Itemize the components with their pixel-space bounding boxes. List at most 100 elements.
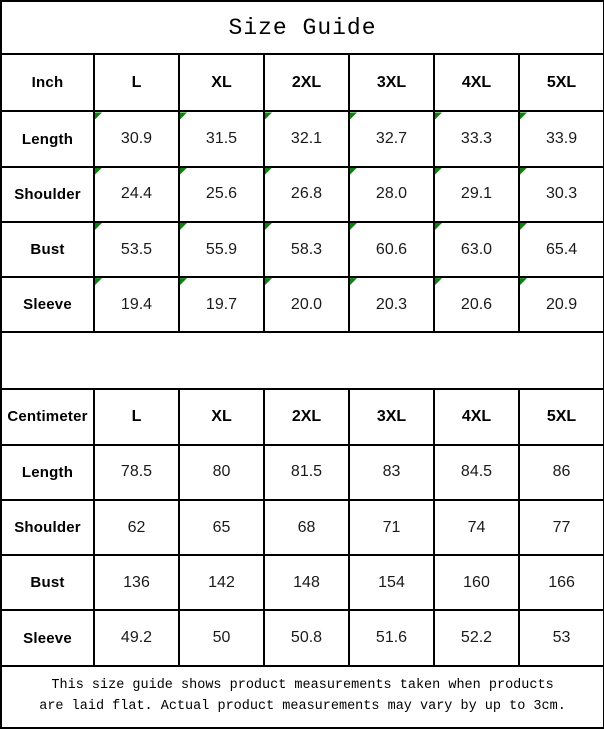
cell-value: 78.5 [120, 463, 153, 481]
row-label-shoulder: Shoulder [0, 498, 95, 557]
table-cell: 166 [517, 554, 604, 612]
table-row: Sleeve 19.4 19.7 20.0 20.3 20.6 20.9 [0, 276, 604, 334]
table-cell: 53 [517, 609, 604, 667]
cell-value: 33.3 [460, 130, 493, 148]
footer-note-line: are laid flat. Actual product measuremen… [39, 698, 566, 714]
row-label-sleeve: Sleeve [0, 276, 95, 334]
footer-note-line: This size guide shows product measuremen… [51, 677, 554, 693]
cell-value: 74 [467, 518, 486, 536]
size-header-5xl: 5XL [517, 387, 604, 446]
error-triangle-icon [96, 223, 102, 230]
table-cell: 20.9 [517, 276, 604, 334]
table-cell: 58.3 [263, 220, 350, 279]
size-header-3xl: 3XL [348, 387, 435, 446]
table-cell: 52.2 [433, 609, 520, 667]
unit-header-inch: Inch [0, 53, 95, 113]
cell-value: 77 [552, 518, 571, 536]
cell-value: 65.4 [545, 240, 578, 258]
page-title: Size Guide [0, 0, 604, 56]
error-triangle-icon [181, 113, 187, 120]
table-cell: 29.1 [433, 165, 520, 223]
error-triangle-icon [181, 168, 187, 175]
cell-value: 53 [552, 629, 571, 647]
table-cell: 136 [93, 554, 180, 612]
cell-value: 58.3 [290, 240, 323, 258]
error-triangle-icon [96, 113, 102, 120]
cell-value: 166 [548, 573, 575, 591]
cell-value: 25.6 [205, 185, 238, 203]
table-row: Sleeve 49.2 50 50.8 51.6 52.2 53 [0, 609, 604, 667]
cell-value: 142 [208, 573, 235, 591]
table-cell: 74 [433, 498, 520, 557]
table-cell: 65.4 [517, 220, 604, 279]
table-cell: 19.7 [178, 276, 265, 334]
table-cell: 86 [517, 443, 604, 501]
cell-value: 83 [382, 463, 401, 481]
table-row: Shoulder 24.4 25.6 26.8 28.0 29.1 30.3 [0, 165, 604, 223]
cell-value: 60.6 [375, 240, 408, 258]
cell-value: 80 [212, 463, 231, 481]
cell-value: 84.5 [460, 463, 493, 481]
table-cell: 77 [517, 498, 604, 557]
table-cell: 53.5 [93, 220, 180, 279]
table-cell: 19.4 [93, 276, 180, 334]
size-header-2xl: 2XL [263, 387, 350, 446]
table-cell: 154 [348, 554, 435, 612]
cell-value: 20.9 [545, 295, 578, 313]
table-cell: 55.9 [178, 220, 265, 279]
cell-value: 52.2 [460, 629, 493, 647]
table-row: Shoulder 62 65 68 71 74 77 [0, 498, 604, 557]
error-triangle-icon [521, 168, 527, 175]
size-header-xl: XL [178, 53, 265, 113]
row-label-length: Length [0, 110, 95, 168]
table-cell: 50 [178, 609, 265, 667]
cell-value: 19.7 [205, 295, 238, 313]
error-triangle-icon [266, 168, 272, 175]
row-label-shoulder: Shoulder [0, 165, 95, 223]
error-triangle-icon [436, 168, 442, 175]
table-cell: 60.6 [348, 220, 435, 279]
table-cell: 84.5 [433, 443, 520, 501]
row-label-bust: Bust [0, 220, 95, 279]
row-label-length: Length [0, 443, 95, 501]
cell-value: 63.0 [460, 240, 493, 258]
table-cell: 80 [178, 443, 265, 501]
table-cell: 78.5 [93, 443, 180, 501]
cell-value: 65 [212, 518, 231, 536]
cell-value: 32.1 [290, 130, 323, 148]
cell-value: 62 [127, 518, 146, 536]
table-cell: 83 [348, 443, 435, 501]
table-cell: 63.0 [433, 220, 520, 279]
row-label-sleeve: Sleeve [0, 609, 95, 667]
error-triangle-icon [96, 279, 102, 286]
cell-value: 136 [123, 573, 150, 591]
cell-value: 51.6 [375, 629, 408, 647]
table-cell: 81.5 [263, 443, 350, 501]
error-triangle-icon [436, 113, 442, 120]
size-header-4xl: 4XL [433, 53, 520, 113]
cell-value: 71 [382, 518, 401, 536]
size-header-4xl: 4XL [433, 387, 520, 446]
table-cell: 32.7 [348, 110, 435, 168]
table-cell: 65 [178, 498, 265, 557]
cell-value: 55.9 [205, 240, 238, 258]
table-cell: 30.3 [517, 165, 604, 223]
unit-header-centimeter: Centimeter [0, 387, 95, 446]
size-header-2xl: 2XL [263, 53, 350, 113]
cell-value: 20.3 [375, 295, 408, 313]
cell-value: 29.1 [460, 185, 493, 203]
table-cell: 33.9 [517, 110, 604, 168]
cell-value: 28.0 [375, 185, 408, 203]
cell-value: 68 [297, 518, 316, 536]
error-triangle-icon [181, 279, 187, 286]
error-triangle-icon [96, 168, 102, 175]
table-cell: 28.0 [348, 165, 435, 223]
table-row: Bust 53.5 55.9 58.3 60.6 63.0 65.4 [0, 220, 604, 279]
cell-value: 160 [463, 573, 490, 591]
error-triangle-icon [266, 223, 272, 230]
table-cell: 32.1 [263, 110, 350, 168]
table-cell: 20.6 [433, 276, 520, 334]
table-row: Length 30.9 31.5 32.1 32.7 33.3 33.9 [0, 110, 604, 168]
cell-value: 30.9 [120, 130, 153, 148]
